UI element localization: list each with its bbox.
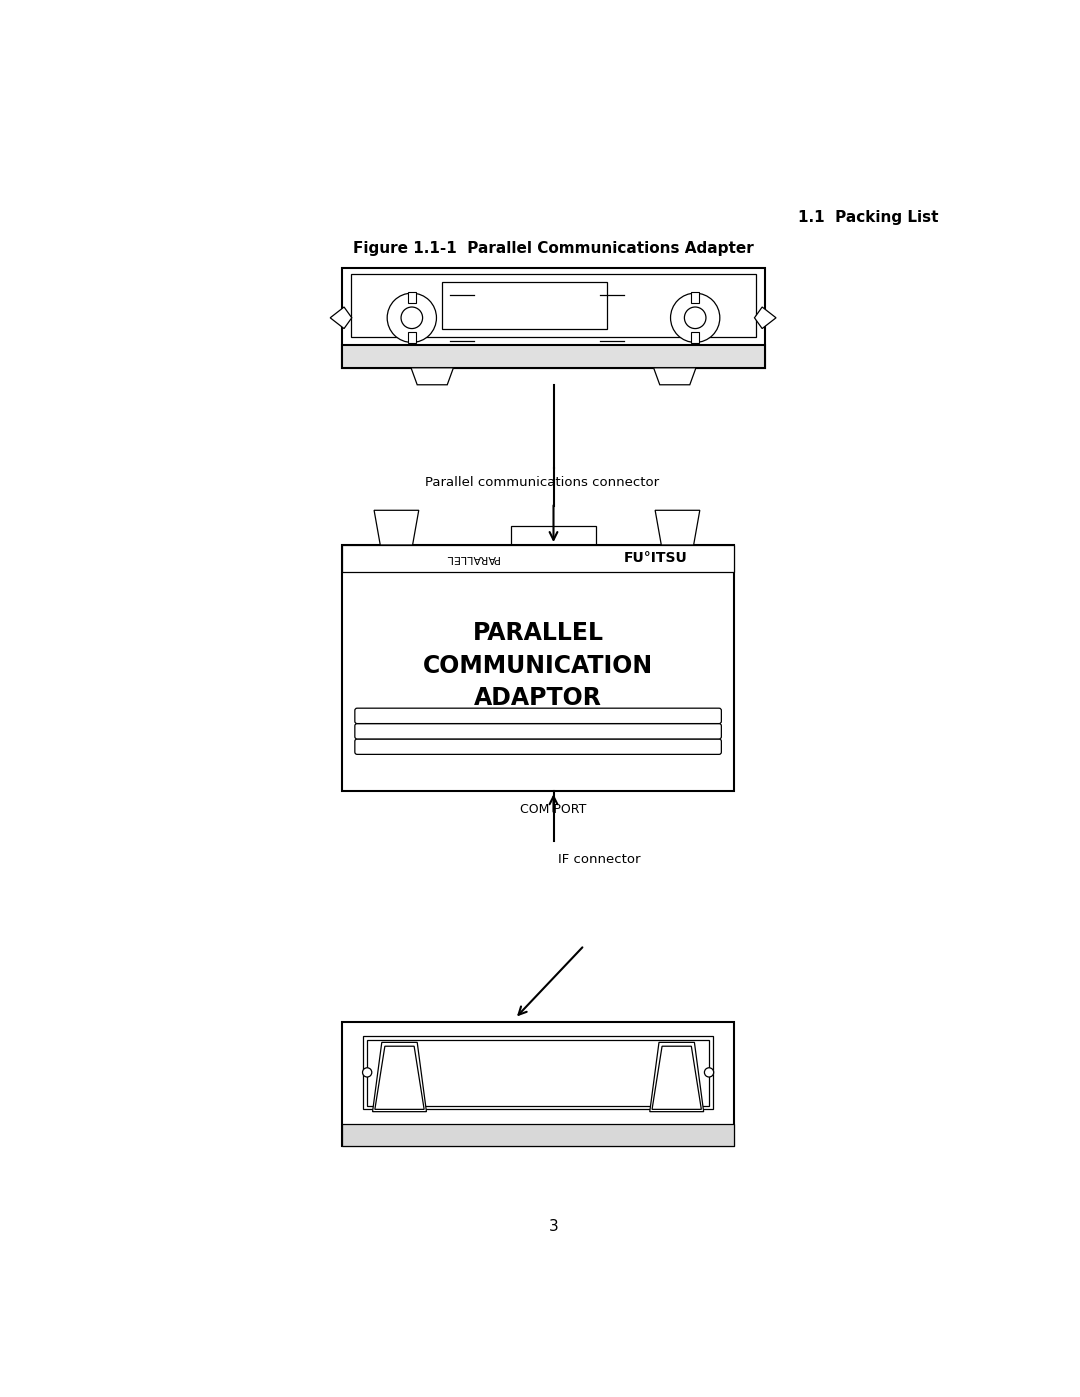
Bar <box>691 332 699 344</box>
Bar <box>341 545 734 571</box>
Text: COM PORT: COM PORT <box>521 803 586 816</box>
Polygon shape <box>652 1046 701 1109</box>
Circle shape <box>685 307 706 328</box>
Polygon shape <box>755 307 777 328</box>
Circle shape <box>387 293 436 342</box>
FancyBboxPatch shape <box>355 724 721 739</box>
Bar <box>442 282 607 330</box>
Circle shape <box>401 307 422 328</box>
Circle shape <box>704 1067 714 1077</box>
Circle shape <box>363 1067 372 1077</box>
Text: 3: 3 <box>549 1220 558 1234</box>
Bar <box>341 545 734 791</box>
Bar <box>351 274 756 337</box>
Polygon shape <box>653 367 696 384</box>
Text: ADAPTOR: ADAPTOR <box>474 686 602 710</box>
Polygon shape <box>330 307 352 328</box>
Text: Figure 1.1-1  Parallel Communications Adapter: Figure 1.1-1 Parallel Communications Ada… <box>353 240 754 256</box>
Text: PARALLEL: PARALLEL <box>444 553 499 563</box>
Polygon shape <box>375 1046 424 1109</box>
Bar <box>341 1125 734 1146</box>
Bar <box>691 292 699 303</box>
Text: Parallel communications connector: Parallel communications connector <box>424 475 659 489</box>
Text: IF connector: IF connector <box>558 854 640 866</box>
Bar <box>408 332 416 344</box>
FancyBboxPatch shape <box>355 739 721 754</box>
Bar <box>341 1023 734 1146</box>
Polygon shape <box>373 1042 427 1112</box>
Bar <box>341 268 766 367</box>
Text: 1.1  Packing List: 1.1 Packing List <box>798 210 939 225</box>
Polygon shape <box>411 367 454 384</box>
Polygon shape <box>374 510 419 545</box>
Text: PARALLEL: PARALLEL <box>473 622 604 645</box>
Text: COMMUNICATION: COMMUNICATION <box>423 654 653 678</box>
FancyBboxPatch shape <box>355 708 721 724</box>
Bar <box>511 525 596 545</box>
Bar <box>367 1039 710 1105</box>
Bar <box>363 1037 713 1109</box>
Text: FU°ITSU: FU°ITSU <box>624 550 688 564</box>
Polygon shape <box>656 510 700 545</box>
Circle shape <box>671 293 719 342</box>
Bar <box>341 345 766 367</box>
Bar <box>408 292 416 303</box>
Polygon shape <box>650 1042 704 1112</box>
